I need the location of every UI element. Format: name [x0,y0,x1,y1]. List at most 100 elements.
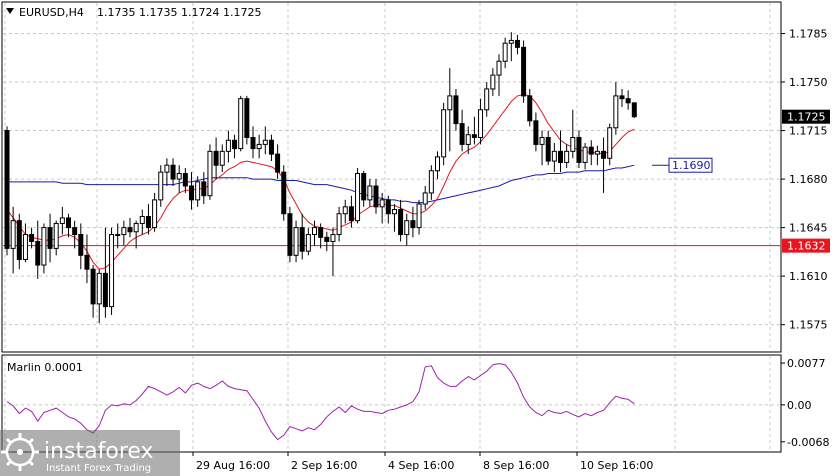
candle-body-bearish [275,153,281,173]
candle-body-bearish [348,206,354,222]
candle [631,102,637,119]
candle-body-bearish [170,164,176,180]
watermark-brand: instaforex [44,439,154,464]
candle-body-bearish [324,236,330,242]
candle [391,204,397,232]
candle [281,165,287,221]
candle [232,134,238,159]
candle-body-bullish [158,171,164,201]
candle [158,165,164,207]
candle [514,34,520,55]
candle [121,220,127,246]
candle-body-bullish [379,199,385,208]
candle [299,213,305,260]
oscillator-tick-label: -0.0068 [787,436,829,449]
time-tick-label: 2 Sep 16:00 [291,459,357,472]
oscillator-axis: 0.0077 0.00 -0.0068 [781,357,829,449]
candle-body-bullish [539,136,545,145]
candle [453,88,459,131]
candle [164,158,170,187]
candle [558,130,563,173]
candle [471,116,477,145]
candle-body-bearish [527,95,533,122]
candle-body-bearish [588,146,594,155]
candle [268,134,274,162]
price-axis: 1.1785 1.1750 1.1715 1.1680 1.1645 1.1610 1.15… [781,28,830,332]
candle [410,206,416,238]
candle-body-bearish [78,234,84,256]
level-lines: 1.1690 [3,157,780,247]
candle [385,195,391,224]
price-tick-label: 1.1645 [789,222,828,235]
candle-body-bearish [514,39,520,48]
candle [324,231,330,252]
time-tick-label: 4 Sep 16:00 [388,459,454,472]
candle [625,90,631,110]
candle-body-bullish [176,173,182,180]
chart-header: EURUSD,H4 1.1735 1.1735 1.1724 1.1725 [6,6,261,19]
candle-body-bearish [250,136,256,150]
candle-body-bearish [244,98,250,138]
candle-body-bearish [72,227,78,236]
candle-body-bullish [478,109,484,138]
candle [35,220,41,279]
candle [213,137,219,180]
candle-body-bullish [219,150,225,166]
candle-body-bearish [576,136,582,163]
candle-body-bearish [385,199,391,215]
candle [115,223,121,249]
candle-body-bullish [10,220,16,249]
candle [133,220,139,249]
candle [250,126,256,159]
candle-body-bearish [521,46,527,97]
candle-body-bullish [367,185,373,201]
candle-body-bullish [256,143,262,150]
candle-body-bearish [127,227,133,233]
candle [367,179,373,207]
candle-body-bullish [502,42,508,62]
candle [459,109,465,152]
candles [4,32,637,324]
current-price-label: 1.1725 [787,111,826,124]
candle-body-bullish [441,109,447,158]
candle [551,143,557,173]
candle [170,158,176,187]
candle [484,82,490,117]
candle [139,209,145,235]
candle [102,227,108,318]
watermark: instaforex Instant Forex Trading [0,430,180,476]
candle-body-bullish [428,170,434,194]
triangle-down-icon[interactable] [6,8,14,14]
candle [533,112,539,152]
candle [256,134,262,159]
candle [318,223,324,249]
candle [619,88,625,107]
candle [330,227,336,277]
candle [195,176,201,207]
candle [348,195,354,228]
candle-body-bullish [96,272,102,305]
candle-body-bullish [121,227,127,236]
candle [201,172,207,205]
candle [189,172,194,210]
candle-body-bearish [410,220,416,229]
candle [176,165,182,193]
candle [582,143,588,170]
price-panel[interactable] [1,1,782,353]
candle [404,213,410,246]
time-axis: 29 Aug 16:00 2 Sep 16:00 4 Sep 16:00 8 Sep … [192,452,653,472]
candle-body-bearish [189,185,194,201]
candle [564,144,570,168]
candle-body-bullish [613,95,619,129]
candle [84,234,90,284]
candle [570,109,576,159]
candle [465,126,471,155]
candle [539,130,545,166]
candle-body-bearish [601,150,607,159]
candle-body-bullish [508,39,514,44]
candle [127,217,133,238]
candle [447,68,453,152]
current-price-tag [782,109,830,124]
ma-slow-line [7,164,635,204]
candle-body-bullish [490,74,496,90]
